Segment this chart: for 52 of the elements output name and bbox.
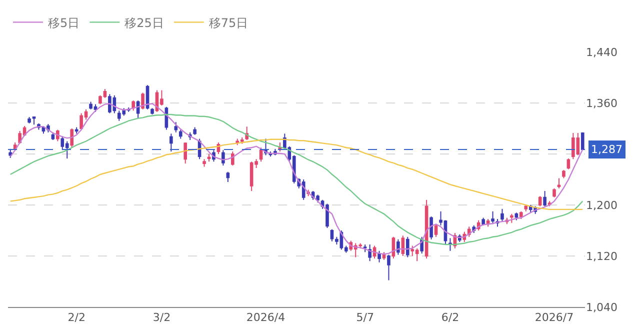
candlestick: [580, 132, 584, 151]
candlestick: [524, 204, 528, 212]
candlestick: [482, 217, 485, 226]
y-tick-label: 1,120: [586, 250, 618, 263]
candlestick: [193, 126, 196, 136]
x-tick-label: 5/7: [356, 311, 374, 324]
candlestick: [519, 210, 523, 220]
candlestick: [430, 216, 433, 240]
candlestick: [368, 244, 372, 262]
candlestick: [538, 196, 542, 207]
candlestick: [363, 244, 367, 253]
candlestick: [448, 238, 452, 252]
candlestick: [150, 108, 154, 115]
legend-label: 移5日: [48, 16, 80, 30]
x-tick-label: 6/2: [441, 311, 460, 324]
candlestick: [406, 236, 410, 258]
y-tick-label: 1,440: [586, 46, 618, 59]
candlestick: [226, 171, 230, 183]
candlestick: [70, 128, 74, 148]
line-series: [10, 138, 584, 210]
legend-label: 移75日: [208, 16, 248, 30]
candlestick: [202, 158, 206, 168]
candlestick: [174, 122, 178, 133]
candlestick: [184, 142, 188, 164]
candlestick: [510, 213, 514, 224]
x-tick-label: 2/2: [68, 311, 86, 324]
candlestick: [566, 158, 570, 170]
candlestick: [222, 150, 225, 166]
x-tick-label: 2026/4: [246, 311, 286, 324]
candlestick: [557, 178, 561, 189]
candlestick: [434, 224, 438, 238]
x-tick-label: 3/2: [152, 311, 171, 324]
candlestick: [387, 254, 390, 281]
candlestick: [543, 190, 546, 207]
candlestick: [141, 92, 144, 110]
candlestick: [378, 250, 381, 263]
candlestick: [500, 208, 504, 222]
candlestick: [562, 169, 566, 179]
y-tick-label: 1,040: [586, 300, 618, 314]
candlestick: [514, 212, 518, 221]
legend-label: 移25日: [124, 16, 164, 30]
ref-line-label: 1,287: [591, 143, 622, 156]
candlestick: [8, 148, 12, 158]
y-tick-label: 1,200: [586, 198, 618, 212]
candlestick: [132, 100, 135, 112]
x-tick-label: 2026/7: [534, 311, 574, 324]
candlestick: [207, 154, 211, 162]
candlestick: [170, 133, 173, 152]
y-tick-label: 1,360: [586, 96, 618, 110]
candlestick: [178, 129, 182, 140]
candlestick: [74, 126, 78, 134]
candlestick: [552, 188, 556, 198]
